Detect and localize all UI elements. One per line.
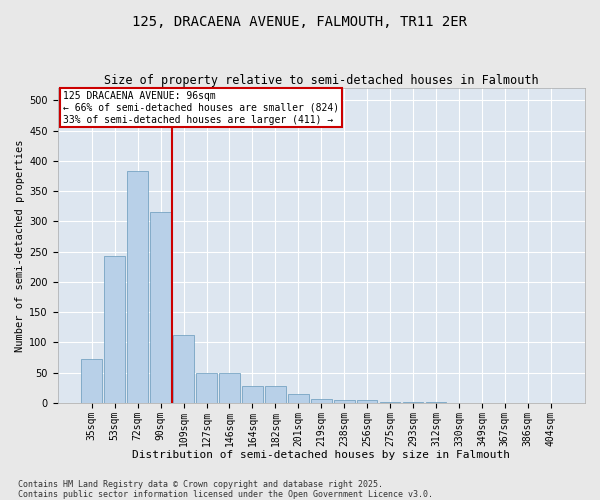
Text: Contains HM Land Registry data © Crown copyright and database right 2025.
Contai: Contains HM Land Registry data © Crown c… <box>18 480 433 499</box>
Bar <box>334 400 355 403</box>
Y-axis label: Number of semi-detached properties: Number of semi-detached properties <box>15 140 25 352</box>
Bar <box>219 372 240 403</box>
Bar <box>104 256 125 403</box>
Bar <box>265 386 286 403</box>
X-axis label: Distribution of semi-detached houses by size in Falmouth: Distribution of semi-detached houses by … <box>132 450 510 460</box>
Bar <box>311 400 332 403</box>
Bar <box>151 212 171 403</box>
Bar <box>82 359 102 403</box>
Bar <box>425 402 446 403</box>
Title: Size of property relative to semi-detached houses in Falmouth: Size of property relative to semi-detach… <box>104 74 539 87</box>
Bar <box>288 394 308 403</box>
Bar <box>173 334 194 403</box>
Bar <box>380 402 400 403</box>
Bar <box>196 372 217 403</box>
Text: 125, DRACAENA AVENUE, FALMOUTH, TR11 2ER: 125, DRACAENA AVENUE, FALMOUTH, TR11 2ER <box>133 15 467 29</box>
Bar <box>357 400 377 403</box>
Bar <box>403 402 424 403</box>
Bar <box>242 386 263 403</box>
Bar <box>127 171 148 403</box>
Text: 125 DRACAENA AVENUE: 96sqm
← 66% of semi-detached houses are smaller (824)
33% o: 125 DRACAENA AVENUE: 96sqm ← 66% of semi… <box>63 92 339 124</box>
